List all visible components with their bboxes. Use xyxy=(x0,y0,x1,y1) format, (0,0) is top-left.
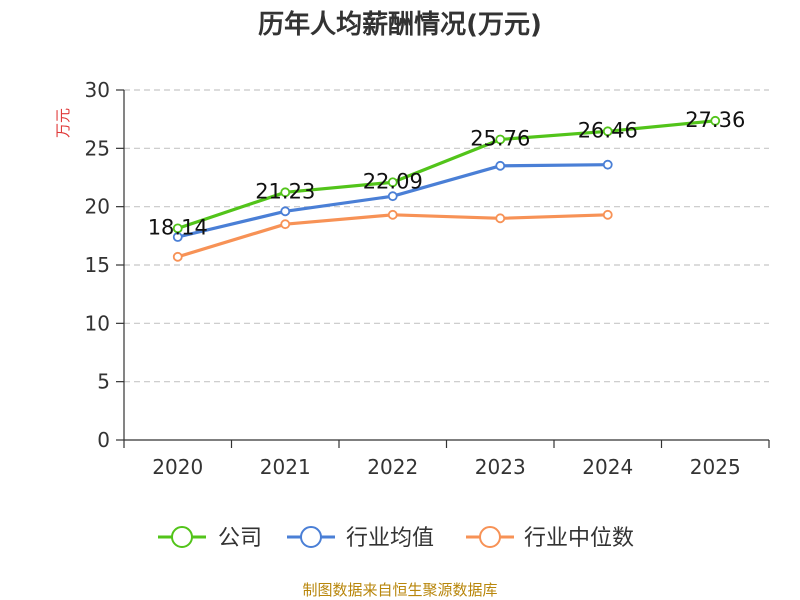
x-tick-label: 2025 xyxy=(690,455,741,479)
y-tick-label: 5 xyxy=(97,370,110,394)
y-tick-label: 25 xyxy=(85,136,110,160)
legend-label: 行业均值 xyxy=(346,526,434,551)
y-tick-label: 0 xyxy=(97,428,110,452)
data-label: 18.14 xyxy=(148,215,208,239)
data-point xyxy=(495,134,506,145)
grid xyxy=(124,89,769,383)
legend-label: 行业中位数 xyxy=(524,526,634,551)
data-point xyxy=(602,126,613,137)
data-point xyxy=(280,219,291,230)
legend-swatch-marker xyxy=(300,526,322,548)
data-label: 22.09 xyxy=(363,169,423,193)
x-tick-label: 2023 xyxy=(475,455,526,479)
x-tick-label: 2020 xyxy=(152,455,203,479)
data-point xyxy=(602,159,613,170)
data-point xyxy=(495,160,506,171)
chart-title: 历年人均薪酬情况(万元) xyxy=(258,9,542,40)
data-point xyxy=(172,223,183,234)
data-point xyxy=(280,187,291,198)
legend: 公司 行业均值 行业中位数 xyxy=(158,526,634,551)
source-note: 制图数据来自恒生聚源数据库 xyxy=(302,581,497,599)
y-tick-label: 20 xyxy=(85,195,110,219)
data-label: 26.46 xyxy=(578,118,638,142)
x-tick-label: 2024 xyxy=(582,455,633,479)
series-group: 18.14 21.23 22.09 25.76 26.46 27.36 xyxy=(148,108,745,262)
data-point xyxy=(387,177,398,188)
y-tick-label: 30 xyxy=(85,78,110,102)
legend-swatch-marker xyxy=(479,526,501,548)
data-label: 25.76 xyxy=(470,126,530,150)
data-label: 27.36 xyxy=(685,108,745,132)
series-line xyxy=(177,119,716,230)
data-point xyxy=(172,251,183,262)
legend-label: 公司 xyxy=(218,526,262,551)
data-point xyxy=(495,213,506,224)
data-label: 21.23 xyxy=(255,179,315,203)
y-tick-label: 15 xyxy=(85,253,110,277)
data-point xyxy=(387,191,398,202)
x-tick-label: 2021 xyxy=(260,455,311,479)
data-point xyxy=(387,209,398,220)
y-axis-label: 万元 xyxy=(54,108,72,138)
legend-swatch-marker xyxy=(171,526,193,548)
y-tick-label: 10 xyxy=(85,311,110,335)
data-point xyxy=(280,206,291,217)
data-point xyxy=(602,209,613,220)
x-tick-label: 2022 xyxy=(367,455,418,479)
data-point xyxy=(710,115,721,126)
